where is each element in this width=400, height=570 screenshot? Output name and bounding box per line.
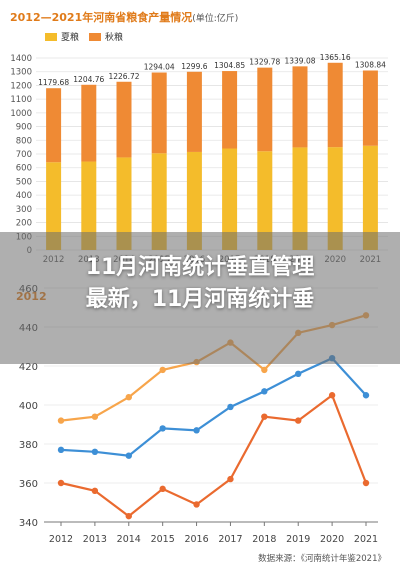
line-point-0 [91,413,99,420]
bar-autumn-2012 [46,88,62,163]
line-x-tick-label: 2014 [117,534,141,545]
legend-label-autumn: 秋粮 [105,33,124,43]
bar-total-label: 1204.76 [73,75,104,84]
bar-y-tick-label: 200 [16,219,32,229]
headline-overlay [0,232,400,364]
line-x-tick-label: 2020 [320,534,344,545]
line-y-tick-label: 380 [19,440,38,451]
line-x-tick-label: 2017 [218,534,242,545]
bar-autumn-2019 [292,66,308,148]
line-y-tick-label: 360 [19,479,38,490]
bar-y-tick-label: 800 [16,136,32,146]
bar-y-tick-label: 900 [16,123,32,133]
bar-y-tick-label: 1100 [10,95,32,105]
bar-y-tick-label: 1300 [10,68,32,78]
bar-y-tick-label: 1400 [10,54,32,64]
bar-summer-2012 [46,162,62,250]
line-point-1 [193,427,200,434]
bar-total-label: 1304.85 [214,61,245,70]
line-point-1 [159,425,166,432]
bar-autumn-2017 [222,71,238,149]
line-point-2 [159,485,166,493]
bar-legend: 夏粮 秋粮 [45,30,123,43]
line-y-tick-label: 420 [19,362,38,373]
line-point-1 [261,388,268,395]
line-y-tick-label: 400 [19,401,38,412]
bar-summer-2013 [81,161,97,250]
line-x-tick-label: 2012 [49,534,73,545]
line-x-tick-label: 2018 [252,534,276,545]
bar-y-tick-label: 400 [16,191,32,201]
bar-total-label: 1179.68 [38,78,69,87]
line-x-tick-label: 2015 [151,534,175,545]
bar-total-label: 1299.6 [181,62,207,71]
line-point-2 [261,413,268,420]
bar-autumn-2020 [327,62,343,148]
line-point-2 [57,479,65,487]
bar-total-label: 1294.04 [144,63,175,72]
line-point-1 [362,392,370,399]
bar-chart-title: 2012—2021年河南省粮食产量情况(单位:亿斤) [10,11,239,24]
legend-swatch-summer [45,32,57,41]
headline-line-2: 最新，11月河南统计垂 [85,287,315,312]
legend-swatch-autumn [89,32,102,41]
line-point-0 [57,417,65,424]
line-point-1 [125,452,132,459]
line-point-1 [227,403,234,411]
bar-total-label: 1339.08 [284,56,315,65]
line-point-2 [125,512,132,520]
line-point-1 [295,370,302,377]
legend-label-summer: 夏粮 [61,33,80,43]
line-point-0 [159,366,166,374]
bar-total-label: 1226.72 [108,72,139,81]
bar-y-tick-label: 500 [16,177,32,187]
line-y-tick-label: 340 [19,518,38,529]
line-x-tick-label: 2021 [354,534,378,545]
line-x-tick-label: 2013 [83,534,107,545]
line-point-0 [261,366,268,374]
bar-autumn-2013 [81,84,97,162]
line-chart: 2012340360380400420440460201220132014201… [16,284,378,545]
bar-summer-2015 [151,153,167,250]
bar-summer-2017 [222,148,238,250]
line-point-2 [91,487,99,494]
headline: 11月河南统计垂直管理 最新，11月河南统计垂 [0,252,400,316]
line-series-1 [60,356,367,457]
bar-y-tick-label: 600 [16,164,32,174]
bar-autumn-2014 [116,81,132,158]
bar-summer-2018 [257,151,273,250]
bar-total-label: 1329.78 [249,58,280,67]
line-point-2 [193,501,200,508]
bar-summer-2014 [116,157,132,250]
bar-y-tick-label: 1000 [10,109,32,119]
bar-y-tick-label: 1200 [10,81,32,91]
line-point-0 [125,394,132,401]
unit-note: (单位:亿斤) [192,14,239,24]
line-point-2 [328,392,336,399]
bar-autumn-2021 [362,70,378,146]
bar-y-tick-label: 700 [16,150,32,160]
line-point-2 [295,417,302,424]
bar-autumn-2015 [151,72,167,154]
line-x-tick-label: 2019 [286,534,310,545]
bar-chart: 0100200300400500600700800900100011001200… [10,53,388,265]
bar-y-tick-label: 300 [16,205,32,215]
bar-total-label: 1308.84 [355,61,386,70]
bar-summer-2021 [362,145,378,250]
bar-summer-2016 [186,151,202,250]
bar-autumn-2018 [257,67,273,152]
data-source: 数据来源：《河南统计年鉴2021》 [258,554,386,564]
bar-summer-2020 [327,147,343,250]
bar-total-label: 1365.16 [320,53,351,62]
line-series-2 [60,393,368,518]
line-x-tick-label: 2016 [184,534,208,545]
line-point-2 [227,475,234,483]
line-point-1 [91,448,99,455]
line-point-2 [362,479,370,487]
line-point-1 [57,446,65,454]
bar-autumn-2016 [186,71,202,152]
headline-line-1: 11月河南统计垂直管理 [85,255,315,280]
bar-summer-2019 [292,147,308,250]
